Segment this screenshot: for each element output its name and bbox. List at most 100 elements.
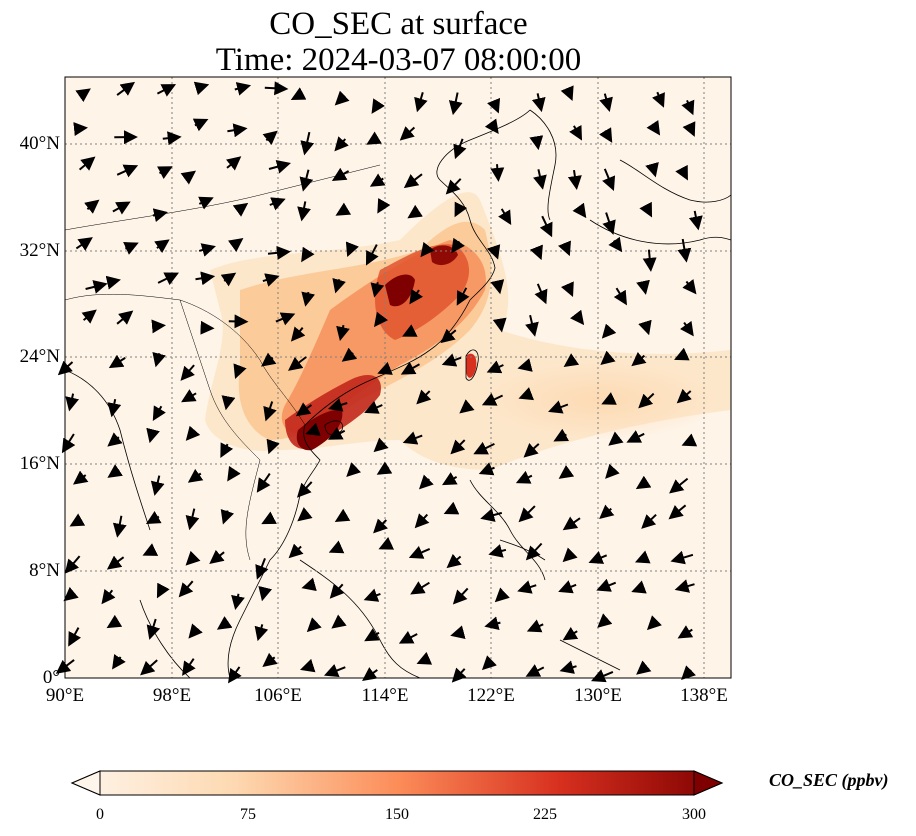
wind-arrow	[227, 123, 248, 138]
x-tick-label: 114°E	[361, 685, 409, 706]
wind-arrow	[178, 580, 194, 598]
wind-arrow	[478, 462, 495, 476]
wind-arrow	[416, 389, 432, 405]
wind-arrow	[597, 613, 613, 628]
wind-arrow	[365, 244, 379, 266]
wind-arrow	[116, 81, 136, 96]
wind-arrow	[331, 167, 350, 181]
wind-arrow	[407, 204, 423, 219]
wind-arrow	[106, 614, 123, 629]
wind-arrow	[295, 402, 312, 417]
wind-arrow	[185, 550, 201, 566]
wind-arrow	[670, 550, 694, 565]
wind-arrow	[517, 358, 533, 372]
wind-arrow	[288, 356, 307, 371]
wind-arrow	[525, 664, 545, 677]
wind-arrow	[266, 438, 280, 455]
colorbar-max-extend	[693, 770, 724, 796]
wind-arrow	[75, 237, 93, 251]
wind-arrow	[631, 351, 647, 367]
wind-arrow	[301, 577, 317, 592]
wind-arrow	[152, 351, 166, 368]
wind-arrow	[75, 88, 91, 103]
wind-arrow	[558, 580, 577, 594]
map-title: CO_SEC at surface	[269, 6, 528, 42]
wind-arrow	[150, 475, 165, 496]
wind-arrow	[674, 347, 690, 361]
wind-arrow	[539, 215, 553, 238]
wind-arrow	[408, 545, 431, 559]
wind-arrow	[297, 201, 311, 222]
wind-arrow	[518, 387, 535, 401]
wind-arrow	[677, 238, 692, 263]
wind-arrow	[525, 314, 539, 337]
wind-arrow	[398, 630, 418, 644]
wind-arrow	[288, 543, 304, 559]
wind-arrow	[371, 98, 386, 114]
wind-arrow	[558, 465, 575, 479]
wind-arrow	[231, 593, 245, 611]
wind-arrow	[560, 85, 574, 101]
wind-arrow	[299, 658, 316, 673]
wind-arrow	[108, 354, 126, 369]
wind-arrow	[553, 428, 570, 442]
wind-arrow	[346, 462, 362, 477]
wind-arrow	[676, 388, 692, 404]
wind-arrow	[635, 475, 652, 490]
wind-arrow	[220, 508, 235, 525]
wind-arrow	[562, 547, 578, 563]
wind-arrow	[72, 470, 89, 485]
wind-arrow	[69, 513, 86, 527]
wind-arrow	[364, 400, 383, 414]
wind-arrow	[290, 87, 307, 100]
wind-arrow	[480, 508, 503, 522]
wind-arrow	[677, 625, 694, 639]
wind-arrow	[341, 347, 358, 362]
wind-arrow	[414, 92, 428, 113]
wind-arrow	[181, 389, 197, 403]
map-frame	[64, 76, 732, 679]
wind-arrow	[334, 90, 350, 106]
wind-arrow	[188, 623, 203, 639]
wind-arrow	[409, 288, 423, 305]
wind-arrow	[569, 124, 583, 141]
wind-arrow	[262, 273, 280, 287]
wind-arrow	[636, 660, 652, 675]
wind-arrow	[227, 238, 244, 252]
wind-arrow	[668, 504, 687, 520]
wind-arrow	[112, 515, 127, 538]
wind-arrow	[328, 540, 345, 554]
wind-arrow	[531, 93, 546, 113]
wind-arrow	[263, 401, 277, 422]
wind-arrow	[562, 516, 581, 531]
wind-arrow	[262, 130, 278, 146]
wind-arrow	[123, 242, 139, 255]
wind-arrow	[78, 156, 96, 171]
wind-arrow	[65, 393, 80, 412]
wind-arrow	[636, 279, 650, 295]
wind-arrow	[55, 659, 75, 674]
wind-arrow	[515, 470, 533, 484]
wind-arrow	[290, 326, 306, 342]
wind-arrow	[631, 580, 647, 594]
wind-arrow	[261, 511, 277, 525]
wind-arrow	[301, 291, 316, 307]
y-tick-label: 0°	[42, 667, 60, 688]
wind-arrow	[254, 624, 269, 642]
colorbar-label: CO_SEC (ppbv)	[769, 770, 889, 790]
wind-arrow	[193, 81, 210, 96]
wind-arrow	[626, 430, 645, 443]
wind-arrow	[414, 513, 430, 529]
wind-arrow	[232, 202, 249, 217]
wind-arrow	[106, 555, 125, 570]
colorbar	[70, 770, 724, 796]
wind-arrow	[373, 311, 389, 328]
wind-arrow	[198, 243, 216, 257]
wind-arrow	[275, 312, 296, 326]
wind-arrow	[674, 579, 695, 593]
wind-arrow	[572, 202, 587, 219]
wind-arrow	[484, 616, 501, 631]
wind-arrow	[327, 398, 348, 412]
wind-arrow	[107, 398, 122, 418]
wind-arrow	[681, 433, 698, 447]
